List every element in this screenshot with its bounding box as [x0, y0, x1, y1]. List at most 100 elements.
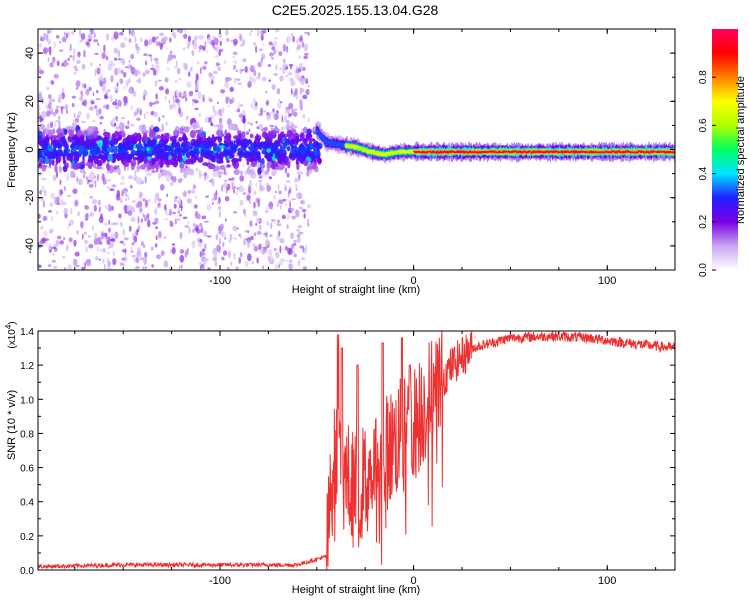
- heat-cell: [109, 94, 113, 103]
- heat-cell: [193, 148, 199, 153]
- heat-cell: [148, 38, 153, 46]
- snr-y-multiplier: (x104): [4, 321, 18, 348]
- heat-cell: [119, 121, 125, 131]
- heat-cell: [232, 51, 238, 56]
- heat-cell: [238, 233, 241, 237]
- heat-cell: [73, 113, 76, 118]
- heat-cell: [123, 204, 128, 212]
- heat-cell: [247, 81, 252, 88]
- heat-cell: [106, 146, 112, 153]
- heat-cell: [48, 228, 54, 234]
- heat-cell: [49, 202, 54, 207]
- heat-cell: [294, 72, 300, 81]
- heat-cell: [40, 141, 46, 146]
- heat-cell: [119, 182, 125, 185]
- heat-cell: [128, 175, 133, 180]
- heat-cell: [237, 108, 241, 113]
- heat-cell: [137, 225, 141, 231]
- heat-cell: [216, 244, 221, 252]
- heat-cell: [95, 166, 103, 170]
- heat-cell: [157, 79, 162, 82]
- heat-cell: [217, 123, 224, 131]
- heat-cell: [84, 239, 88, 245]
- heat-cell: [73, 48, 76, 56]
- heat-cell: [141, 130, 149, 135]
- heat-cell: [241, 39, 246, 46]
- heat-cell: [276, 88, 281, 95]
- heat-cell: [97, 199, 102, 206]
- heat-cell: [257, 199, 261, 208]
- heat-cell: [186, 45, 189, 49]
- heat-cell: [173, 129, 179, 136]
- heat-cell: [227, 105, 231, 108]
- heat-cell: [112, 258, 117, 266]
- heat-cell: [55, 240, 60, 247]
- heat-cell: [62, 256, 66, 259]
- heat-cell: [124, 125, 130, 130]
- heat-cell: [85, 112, 90, 120]
- heat-cell: [164, 96, 167, 100]
- heat-cell: [159, 184, 165, 191]
- heat-cell: [168, 100, 171, 103]
- heat-cell: [295, 138, 303, 142]
- heat-cell: [139, 207, 143, 212]
- heat-cell: [49, 121, 54, 129]
- heat-cell: [266, 114, 271, 121]
- heat-cell: [80, 91, 83, 98]
- heat-cell: [214, 44, 220, 53]
- heat-cell: [197, 91, 202, 100]
- heat-cell: [43, 189, 47, 197]
- heat-cell: [174, 218, 177, 225]
- heat-cell: [226, 159, 230, 163]
- heat-cell: [151, 169, 157, 174]
- heat-cell: [47, 102, 52, 109]
- heat-cell: [244, 260, 249, 268]
- heat-cell: [102, 248, 106, 253]
- heat-cell: [74, 199, 79, 207]
- heat-cell: [41, 237, 47, 243]
- heat-cell: [155, 136, 158, 141]
- heat-cell: [302, 138, 308, 143]
- heat-cell: [284, 259, 289, 262]
- heat-cell: [225, 96, 228, 103]
- heat-cell: [227, 250, 231, 258]
- heat-cell: [114, 231, 119, 240]
- heat-cell: [243, 58, 247, 63]
- heat-cell: [64, 128, 68, 136]
- heat-cell: [200, 149, 204, 159]
- heat-cell: [88, 106, 94, 111]
- heat-cell: [232, 225, 238, 232]
- heat-cell: [268, 41, 273, 46]
- heat-cell: [291, 32, 293, 38]
- heat-cell: [121, 175, 125, 181]
- heat-cell: [75, 86, 79, 90]
- heat-cell: [123, 86, 125, 89]
- heat-cell: [307, 204, 311, 209]
- heat-cell: [72, 54, 75, 62]
- heat-cell: [118, 136, 121, 141]
- heat-cell: [224, 236, 227, 240]
- heat-cell: [198, 222, 203, 228]
- heat-cell: [72, 188, 78, 194]
- heat-cell: [177, 196, 181, 205]
- heat-cell: [271, 169, 277, 177]
- heat-cell: [105, 233, 107, 239]
- heat-cell: [291, 125, 298, 129]
- heat-cell: [50, 192, 56, 199]
- heat-cell: [269, 258, 275, 262]
- snr-y-tick-label: 1.4: [20, 327, 34, 338]
- heat-cell: [305, 143, 310, 148]
- heat-cell: [238, 113, 244, 119]
- heat-cell: [167, 67, 170, 70]
- heat-cell: [53, 265, 58, 269]
- heat-cell: [51, 135, 58, 139]
- heat-cell: [269, 52, 274, 57]
- spectrogram-x-tick-label: -100: [209, 275, 231, 287]
- heat-cell: [172, 139, 176, 145]
- heat-cell: [127, 120, 130, 126]
- heat-cell: [261, 128, 266, 132]
- heat-cell: [112, 121, 115, 128]
- heat-cell: [281, 161, 285, 165]
- heat-cell: [111, 133, 116, 142]
- heat-cell: [116, 82, 119, 87]
